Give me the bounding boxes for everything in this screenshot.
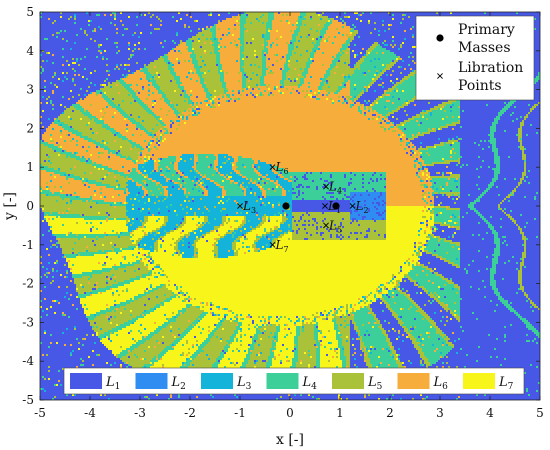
marker-legend-box: [415, 15, 535, 101]
y-tick-label: 4: [26, 44, 34, 58]
marker-legend-label: Points: [458, 78, 502, 94]
x-tick-label: -4: [84, 406, 96, 420]
x-tick-label: -3: [134, 406, 146, 420]
libration-x-stroke: [269, 241, 276, 248]
basin-legend-swatch: [70, 373, 102, 389]
basin-legend-swatch: [463, 373, 495, 389]
x-tick-label: -1: [234, 406, 246, 420]
x-axis-label: x [-]: [276, 432, 304, 448]
x-tick-label: -5: [34, 406, 46, 420]
y-tick-label: 1: [26, 160, 34, 174]
libration-x-stroke: [323, 183, 329, 190]
y-tick-label: 0: [26, 199, 34, 213]
marker-legend-label: Primary: [458, 22, 515, 38]
y-axis-label: y [-]: [2, 192, 18, 221]
legend-x-symbol: [437, 73, 443, 79]
x-tick-label: 5: [536, 406, 544, 420]
y-tick-label: 3: [26, 83, 34, 97]
basin-legend-swatch: [397, 373, 430, 389]
y-tick-label: -2: [22, 277, 34, 291]
basin-legend-swatch: [135, 373, 168, 389]
legends: Primary Masses Libration Points L1 L2 L3 L4 L5 L6…: [63, 15, 535, 395]
libration-x-stroke: [349, 203, 356, 209]
x-tick-label: 3: [436, 406, 444, 420]
x-tick-label: 1: [336, 406, 344, 420]
basin-legend: L1 L2 L3 L4 L5 L6 L7: [63, 367, 525, 395]
libration-x-stroke: [269, 164, 276, 171]
basin-legend-swatch: [266, 373, 299, 389]
libration-x-stroke: [323, 222, 329, 229]
marker-legend: Primary Masses Libration Points: [415, 15, 535, 101]
y-tick-label: -3: [22, 315, 34, 329]
x-tick-label: 0: [286, 406, 294, 420]
primary-mass-marker: [282, 202, 290, 210]
libration-x-stroke: [237, 203, 243, 209]
y-tick-label: 5: [26, 5, 34, 19]
axes: -5 -4 -3 -2 -1 0 1 2 3 4 5 -5 -4 -3 -2 -1 0 1 2 3 4 5 x [-] y […: [2, 5, 544, 448]
y-tick-label: -5: [22, 393, 34, 407]
marker-legend-label: Libration: [458, 60, 523, 76]
y-tick-label: -1: [22, 238, 34, 252]
x-tick-label: 2: [386, 406, 394, 420]
y-tick-label: 2: [26, 121, 34, 135]
marker-legend-label: Masses: [458, 40, 511, 56]
primary-mass-marker: [332, 202, 340, 210]
libration-x-stroke: [322, 203, 328, 209]
x-tick-label: -2: [184, 406, 196, 420]
basin-legend-swatch: [201, 373, 233, 389]
legend-dot-symbol: [436, 34, 444, 42]
x-tick-label: 4: [486, 406, 494, 420]
basin-legend-swatch: [332, 373, 364, 389]
y-tick-label: -4: [22, 354, 34, 368]
